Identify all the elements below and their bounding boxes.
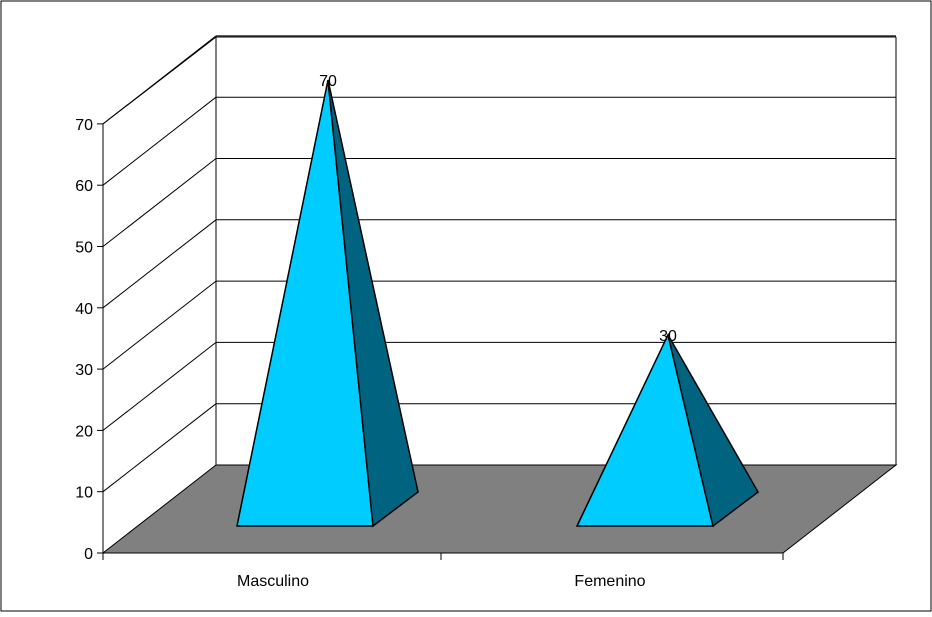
gridline-side-50: [102, 158, 217, 247]
gridline-side-70: [102, 35, 217, 125]
data-label-femenino: 30: [659, 328, 677, 345]
y-tick-label-50: 50: [75, 240, 93, 257]
chart-floor: [101, 464, 898, 554]
x-tick-label-femenino: Femenino: [574, 573, 645, 590]
gridline-side-60: [102, 96, 217, 186]
pyramids: [236, 79, 759, 528]
gridline-side-20: [102, 342, 217, 431]
y-tick-label-20: 20: [75, 423, 93, 440]
y-tick-label-0: 0: [84, 546, 93, 563]
y-tick-label-60: 60: [75, 178, 93, 195]
y-tick-label-40: 40: [75, 301, 93, 318]
data-labels: 70 30: [319, 73, 677, 345]
y-axis: 0 10 20 30 40 50 60 70: [75, 117, 103, 563]
data-label-masculino: 70: [319, 73, 337, 90]
pyramid-side-femenino: [667, 334, 759, 528]
gridline-side-10: [102, 403, 217, 493]
y-tick-label-10: 10: [75, 485, 93, 502]
y-tick-label-30: 30: [75, 362, 93, 379]
pyramid-side-masculino: [327, 79, 419, 528]
x-axis: Masculino Femenino: [102, 552, 784, 590]
y-tick-label-70: 70: [75, 117, 93, 134]
gridline-side-30: [102, 280, 217, 370]
x-tick-label-masculino: Masculino: [237, 573, 309, 590]
gridline-side-40: [102, 219, 217, 309]
